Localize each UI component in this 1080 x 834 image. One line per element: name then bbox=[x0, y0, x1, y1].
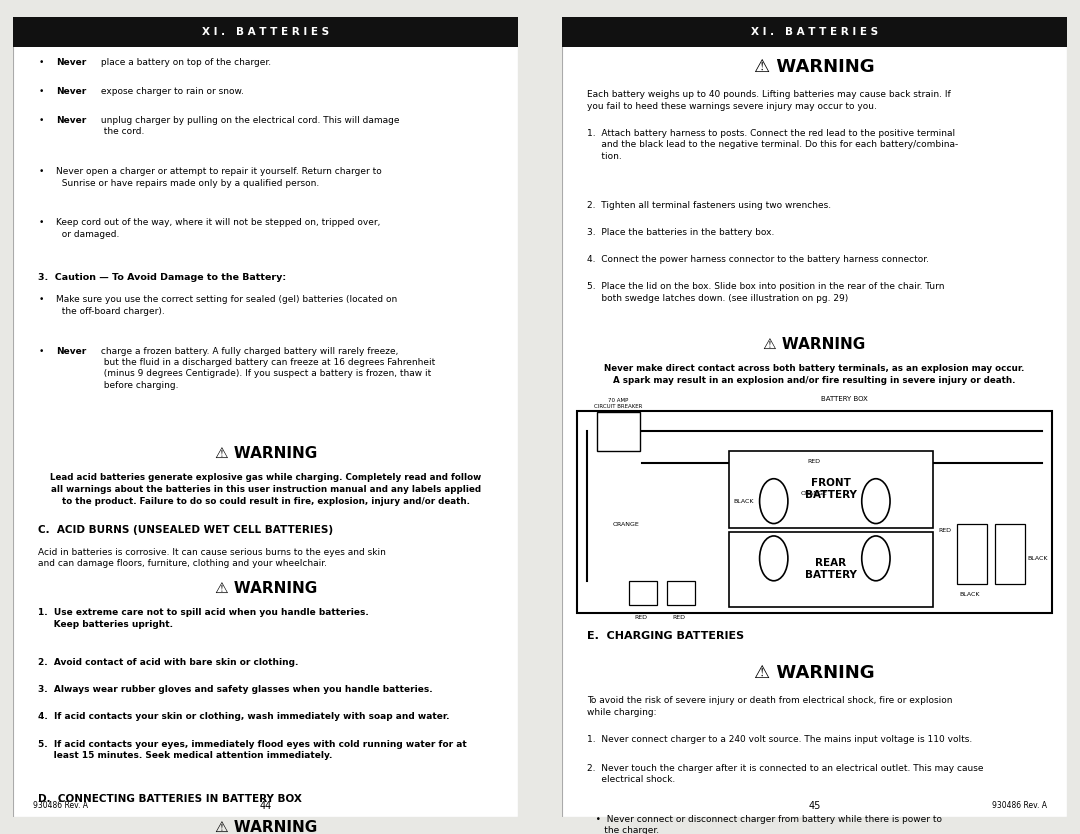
Text: Keep cord out of the way, where it will not be stepped on, tripped over,
  or da: Keep cord out of the way, where it will … bbox=[56, 219, 380, 239]
Text: Acid in batteries is corrosive. It can cause serious burns to the eyes and skin
: Acid in batteries is corrosive. It can c… bbox=[38, 547, 387, 568]
Text: 3.  Caution — To Avoid Damage to the Battery:: 3. Caution — To Avoid Damage to the Batt… bbox=[38, 273, 286, 282]
Bar bbox=[577, 410, 1052, 613]
Text: •: • bbox=[38, 219, 43, 228]
Text: 45: 45 bbox=[808, 801, 821, 811]
Text: ORANGE: ORANGE bbox=[801, 490, 827, 495]
Text: 5.  Place the lid on the box. Slide box into position in the rear of the chair. : 5. Place the lid on the box. Slide box i… bbox=[586, 283, 944, 303]
Bar bbox=[729, 532, 933, 607]
Bar bbox=[729, 451, 933, 528]
Text: 4.  Connect the power harness connector to the battery harness connector.: 4. Connect the power harness connector t… bbox=[586, 255, 929, 264]
Text: −: − bbox=[870, 556, 881, 569]
Text: 2.  Avoid contact of acid with bare skin or clothing.: 2. Avoid contact of acid with bare skin … bbox=[38, 658, 298, 667]
Bar bbox=[562, 17, 1067, 47]
Text: •: • bbox=[38, 58, 43, 68]
Text: ⚠ WARNING: ⚠ WARNING bbox=[754, 665, 875, 682]
Text: •: • bbox=[38, 295, 43, 304]
Text: •: • bbox=[38, 87, 43, 96]
Text: charge a frozen battery. A fully charged battery will rarely freeze,
  but the f: charge a frozen battery. A fully charged… bbox=[97, 347, 435, 389]
Text: Never: Never bbox=[56, 58, 86, 68]
Text: Make sure you use the correct setting for sealed (gel) batteries (located on
  t: Make sure you use the correct setting fo… bbox=[56, 295, 397, 316]
Text: 930486 Rev. A: 930486 Rev. A bbox=[991, 801, 1047, 811]
Text: 5.  If acid contacts your eyes, immediately flood eyes with cold running water f: 5. If acid contacts your eyes, immediate… bbox=[38, 740, 467, 760]
Text: RED: RED bbox=[808, 459, 821, 464]
Text: C.  ACID BURNS (UNSEALED WET CELL BATTERIES): C. ACID BURNS (UNSEALED WET CELL BATTERI… bbox=[38, 525, 334, 535]
Text: unplug charger by pulling on the electrical cord. This will damage
  the cord.: unplug charger by pulling on the electri… bbox=[97, 116, 400, 137]
Text: Never make direct contact across both battery terminals, as an explosion may occ: Never make direct contact across both ba… bbox=[604, 364, 1025, 385]
Bar bbox=[667, 580, 694, 605]
Circle shape bbox=[759, 479, 788, 524]
Text: ⚠ WARNING: ⚠ WARNING bbox=[215, 820, 316, 834]
Text: •: • bbox=[38, 347, 43, 355]
Text: X I .   B A T T E R I E S: X I . B A T T E R I E S bbox=[751, 27, 878, 37]
Text: −: − bbox=[677, 585, 685, 594]
Text: Each battery weighs up to 40 pounds. Lifting batteries may cause back strain. If: Each battery weighs up to 40 pounds. Lif… bbox=[586, 90, 950, 111]
Text: −: − bbox=[639, 585, 646, 594]
Text: 3.  Place the batteries in the battery box.: 3. Place the batteries in the battery bo… bbox=[586, 228, 774, 237]
Bar bbox=[13, 17, 518, 47]
Text: Never open a charger or attempt to repair it yourself. Return charger to
  Sunri: Never open a charger or attempt to repai… bbox=[56, 167, 381, 188]
Text: ⚠ WARNING: ⚠ WARNING bbox=[215, 581, 316, 596]
Text: 1.  Attach battery harness to posts. Connect the red lead to the positive termin: 1. Attach battery harness to posts. Conn… bbox=[586, 128, 958, 161]
Text: 3.  Always wear rubber gloves and safety glasses when you handle batteries.: 3. Always wear rubber gloves and safety … bbox=[38, 686, 433, 694]
Text: −: − bbox=[969, 562, 975, 570]
Text: ⚠ WARNING: ⚠ WARNING bbox=[764, 337, 865, 352]
Text: 70 AMP
CIRCUIT BREAKER
PUSH TO RESET: 70 AMP CIRCUIT BREAKER PUSH TO RESET bbox=[594, 398, 643, 415]
Circle shape bbox=[759, 536, 788, 580]
Text: 2.  Tighten all terminal fasteners using two wrenches.: 2. Tighten all terminal fasteners using … bbox=[586, 201, 831, 210]
Text: E.  CHARGING BATTERIES: E. CHARGING BATTERIES bbox=[586, 631, 744, 641]
Text: −: − bbox=[1007, 562, 1013, 570]
Text: +: + bbox=[870, 499, 881, 511]
Circle shape bbox=[862, 479, 890, 524]
Text: BATTERY BOX: BATTERY BOX bbox=[821, 396, 868, 402]
Text: 44: 44 bbox=[259, 801, 272, 811]
Text: RED: RED bbox=[672, 615, 685, 620]
Text: 1.  Never connect charger to a 240 volt source. The mains input voltage is 110 v: 1. Never connect charger to a 240 volt s… bbox=[586, 735, 972, 744]
Text: +: + bbox=[769, 556, 779, 569]
Text: FRONT
BATTERY: FRONT BATTERY bbox=[805, 478, 856, 500]
Text: 2.  Never touch the charger after it is connected to an electrical outlet. This : 2. Never touch the charger after it is c… bbox=[586, 764, 984, 784]
Text: ORANGE: ORANGE bbox=[612, 522, 639, 527]
Text: •: • bbox=[38, 167, 43, 176]
Text: −: − bbox=[769, 499, 779, 511]
Text: Never: Never bbox=[56, 347, 86, 355]
Text: +: + bbox=[677, 585, 684, 594]
Text: X I .   B A T T E R I E S: X I . B A T T E R I E S bbox=[202, 27, 329, 37]
Text: Never: Never bbox=[56, 87, 86, 96]
Text: RED: RED bbox=[634, 615, 647, 620]
Text: ⚠ WARNING: ⚠ WARNING bbox=[754, 58, 875, 77]
Text: ⚠ WARNING: ⚠ WARNING bbox=[215, 446, 316, 461]
Text: REAR
BATTERY: REAR BATTERY bbox=[805, 558, 856, 580]
Text: To avoid the risk of severe injury or death from electrical shock, fire or explo: To avoid the risk of severe injury or de… bbox=[586, 696, 953, 717]
Bar bbox=[957, 524, 987, 584]
Text: RED: RED bbox=[939, 528, 951, 533]
Text: BLACK: BLACK bbox=[733, 499, 754, 504]
Text: +: + bbox=[969, 530, 975, 540]
Bar bbox=[995, 524, 1025, 584]
Text: •: • bbox=[38, 116, 43, 125]
Text: 1.  Use extreme care not to spill acid when you handle batteries.
     Keep batt: 1. Use extreme care not to spill acid wh… bbox=[38, 608, 369, 629]
Text: 4.  If acid contacts your skin or clothing, wash immediately with soap and water: 4. If acid contacts your skin or clothin… bbox=[38, 712, 449, 721]
Bar bbox=[629, 580, 657, 605]
Text: BLACK: BLACK bbox=[1028, 556, 1049, 560]
Text: place a battery on top of the charger.: place a battery on top of the charger. bbox=[97, 58, 271, 68]
Text: Lead acid batteries generate explosive gas while charging. Completely read and f: Lead acid batteries generate explosive g… bbox=[50, 473, 482, 505]
Text: D.  CONNECTING BATTERIES IN BATTERY BOX: D. CONNECTING BATTERIES IN BATTERY BOX bbox=[38, 794, 302, 804]
Text: expose charger to rain or snow.: expose charger to rain or snow. bbox=[97, 87, 243, 96]
Text: •  Never connect or disconnect charger from battery while there is power to
    : • Never connect or disconnect charger fr… bbox=[586, 815, 942, 834]
Text: Never: Never bbox=[56, 116, 86, 125]
Bar bbox=[597, 412, 640, 450]
Text: +: + bbox=[639, 585, 646, 594]
Text: 930486 Rev. A: 930486 Rev. A bbox=[33, 801, 89, 811]
Text: +: + bbox=[1007, 530, 1013, 540]
Text: BLACK: BLACK bbox=[959, 592, 980, 597]
Circle shape bbox=[862, 536, 890, 580]
